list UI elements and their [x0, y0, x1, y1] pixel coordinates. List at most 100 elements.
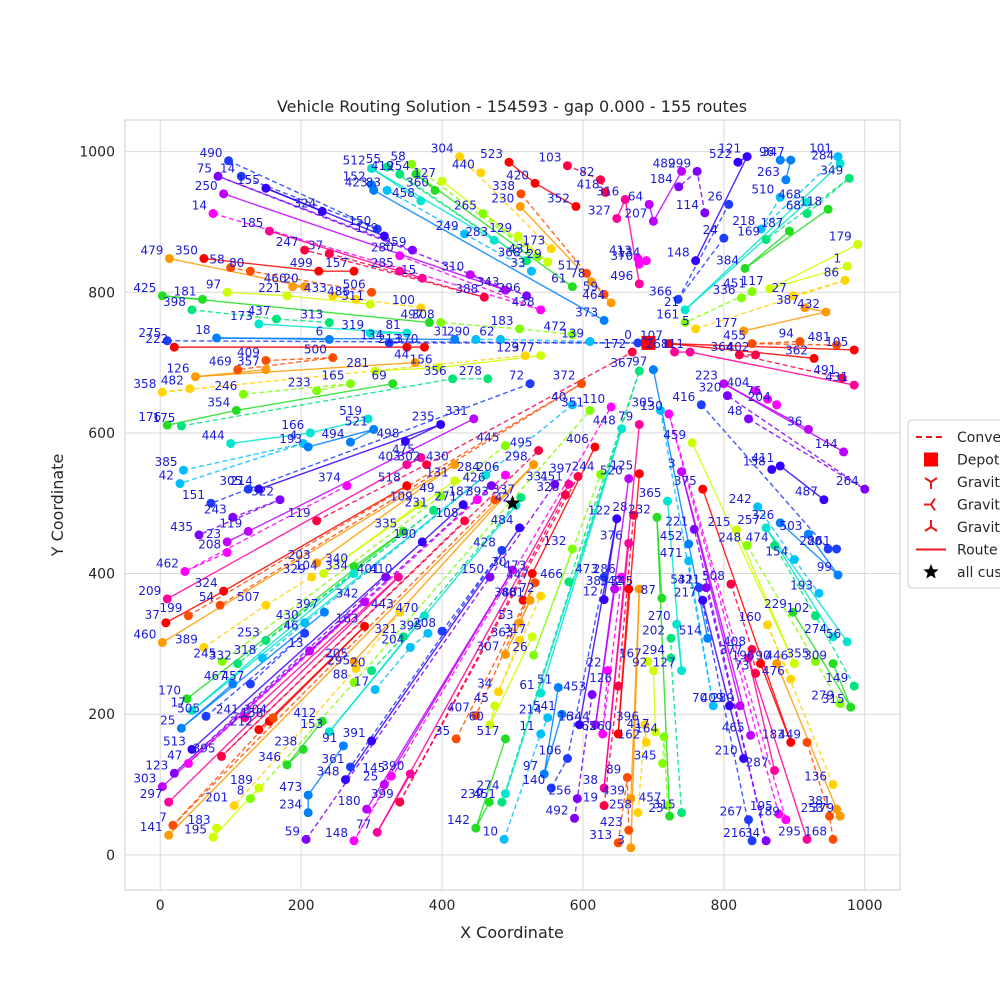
route-segment	[399, 255, 541, 311]
customer-node	[490, 701, 500, 711]
node-label: 289	[711, 691, 734, 705]
customer-node	[599, 783, 609, 793]
route-segment	[747, 657, 808, 840]
node-label: 295	[327, 653, 350, 667]
node-label: 428	[473, 535, 496, 549]
node-label: 181	[174, 284, 197, 298]
customer-node	[732, 525, 742, 535]
node-label: 334	[325, 559, 348, 573]
customer-node	[500, 789, 510, 799]
node-label: 27	[772, 281, 787, 295]
customer-node	[169, 768, 179, 778]
customer-node	[550, 479, 560, 489]
customer-node	[543, 257, 553, 267]
customer-node	[530, 178, 540, 188]
customer-node	[201, 711, 211, 721]
customer-node	[666, 633, 676, 643]
node-label: 107	[640, 329, 663, 343]
customer-node	[763, 394, 773, 404]
node-label: 77	[356, 817, 371, 831]
customer-node	[345, 437, 355, 447]
node-label: 173	[230, 309, 253, 323]
route-segment	[173, 485, 492, 774]
route-segment	[205, 632, 306, 717]
customer-node	[465, 270, 475, 280]
node-label: 352	[547, 191, 570, 205]
customer-node	[828, 632, 838, 642]
route-segment	[663, 736, 669, 806]
route-segment	[249, 682, 355, 800]
customer-node	[634, 279, 644, 289]
route-segment	[181, 378, 453, 427]
node-label: 389	[175, 632, 198, 646]
route-segment	[500, 338, 591, 343]
customer-node	[765, 284, 775, 294]
customer-node	[300, 282, 310, 292]
customer-node	[684, 539, 694, 549]
node-label: 103	[539, 151, 562, 165]
route-segment	[520, 193, 588, 274]
customer-node	[627, 347, 637, 357]
node-label: 195	[184, 822, 207, 836]
customer-node	[405, 769, 415, 779]
node-label: 280	[799, 534, 822, 548]
node-label: 5	[682, 314, 690, 328]
node-label: 26	[512, 640, 527, 654]
customer-node	[598, 729, 608, 739]
customer-node	[367, 164, 377, 174]
route-segment	[304, 249, 485, 298]
route-segment	[696, 171, 706, 213]
node-label: 111	[661, 337, 684, 351]
node-label: 37	[145, 608, 160, 622]
customer-node	[781, 815, 791, 825]
route-segment	[221, 495, 442, 663]
route-segment	[210, 488, 249, 504]
node-label: 399	[371, 787, 394, 801]
node-label: 265	[454, 199, 477, 213]
customer-node	[634, 584, 644, 594]
node-label: 416	[672, 390, 695, 404]
node-label: 196	[732, 649, 755, 663]
customer-node	[756, 659, 765, 669]
route-segment	[261, 622, 306, 659]
node-label: 127	[413, 166, 436, 180]
customer-node	[515, 324, 525, 334]
route-segment	[399, 476, 579, 803]
customer-node	[450, 460, 460, 470]
customer-node	[853, 239, 863, 249]
node-label: 81	[386, 318, 401, 332]
node-label: 235	[412, 409, 435, 423]
customer-node	[529, 460, 539, 470]
node-label: 345	[634, 748, 657, 762]
customer-node	[700, 208, 710, 218]
node-label: 142	[447, 813, 470, 827]
customer-node	[312, 558, 322, 568]
node-label: 97	[632, 355, 647, 369]
node-label: 208	[413, 616, 436, 630]
customer-node	[747, 645, 757, 655]
y-tick-label: 400	[88, 567, 115, 583]
route-segment	[735, 529, 795, 664]
customer-node	[219, 586, 229, 596]
node-label: 218	[732, 214, 755, 228]
node-label: 403	[378, 450, 401, 464]
route-segment	[349, 549, 503, 768]
customer-node	[567, 329, 577, 339]
customer-node	[219, 189, 229, 199]
node-label: 223	[695, 369, 718, 383]
node-label: 167	[619, 646, 642, 660]
node-label: 377	[720, 643, 743, 657]
customer-node	[485, 572, 495, 582]
customer-node	[328, 353, 338, 363]
node-label: 24	[703, 223, 718, 237]
node-label: 295	[778, 824, 801, 838]
node-label: 366	[649, 284, 672, 298]
route-segment	[567, 165, 601, 181]
route-segment	[307, 745, 344, 796]
node-label: 14	[220, 161, 235, 175]
node-label: 440	[452, 158, 475, 172]
node-label: 506	[343, 277, 366, 291]
customer-node	[345, 762, 355, 772]
customer-node	[178, 465, 188, 475]
route-segment	[652, 170, 683, 222]
